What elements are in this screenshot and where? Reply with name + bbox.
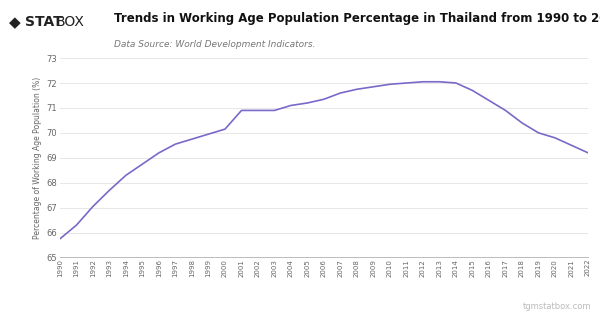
Text: Data Source: World Development Indicators.: Data Source: World Development Indicator…	[114, 40, 316, 49]
Text: STAT: STAT	[25, 15, 63, 30]
Text: Trends in Working Age Population Percentage in Thailand from 1990 to 2022: Trends in Working Age Population Percent…	[114, 12, 600, 25]
Text: ◆: ◆	[9, 15, 21, 30]
Text: BOX: BOX	[56, 15, 85, 30]
Y-axis label: Percentage of Working Age Population (%): Percentage of Working Age Population (%)	[34, 77, 43, 239]
Text: tgmstatbox.com: tgmstatbox.com	[523, 302, 591, 311]
